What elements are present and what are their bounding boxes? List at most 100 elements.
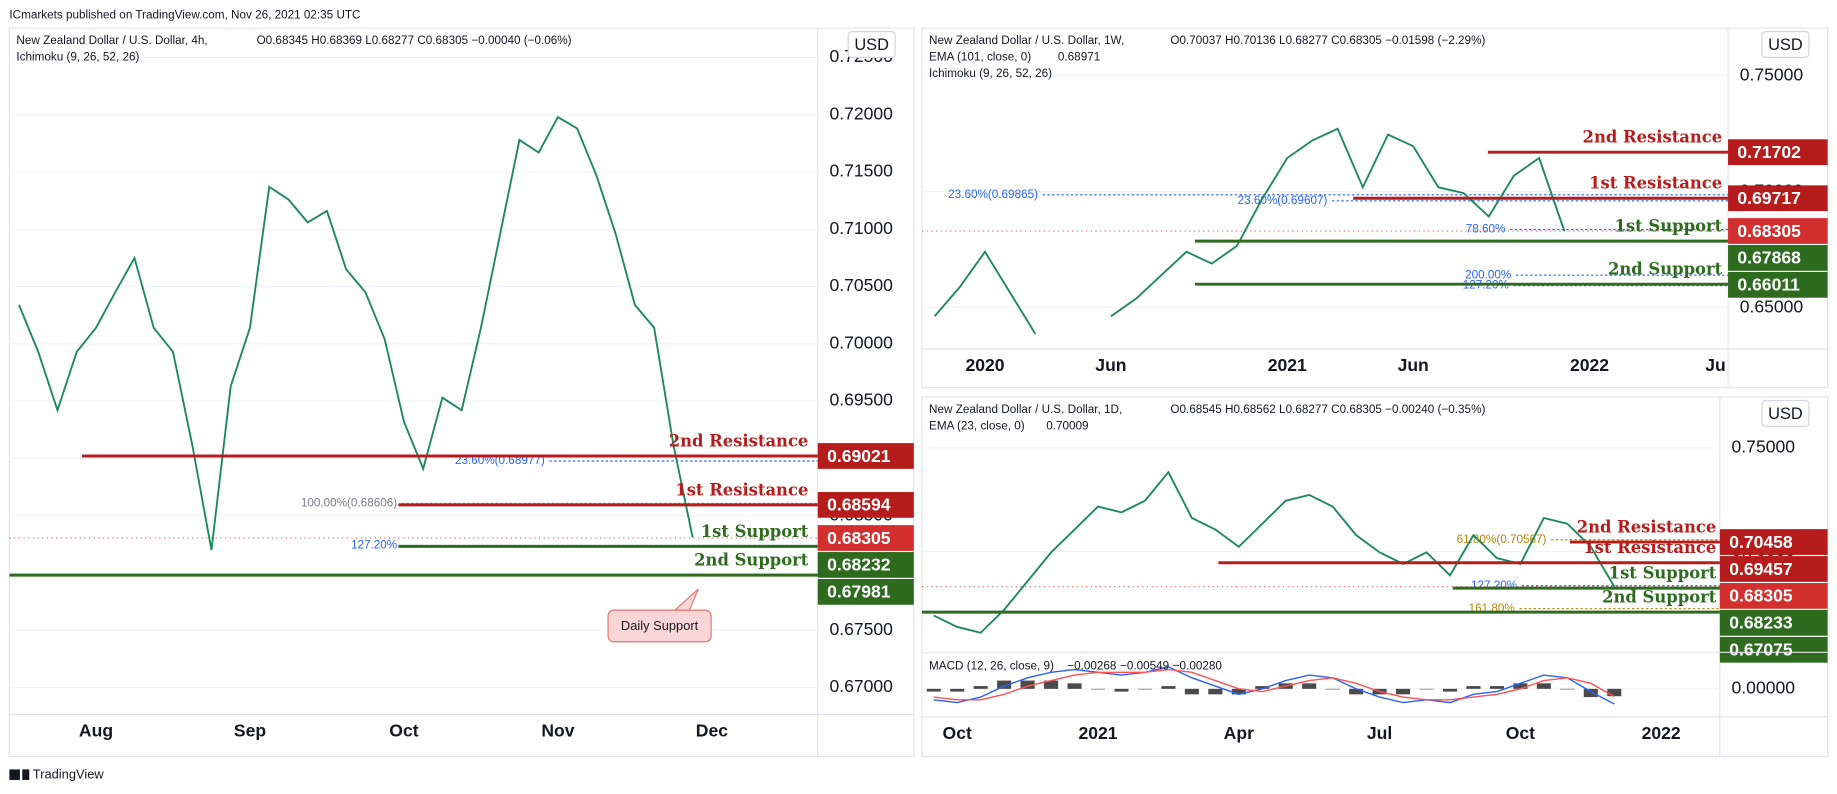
x-tick-label: Jun	[1398, 355, 1429, 375]
x-tick-label: Oct	[943, 723, 972, 743]
legend-indicator: EMA (23, close, 0)	[929, 419, 1025, 432]
x-tick-label: Jul	[1367, 723, 1392, 743]
y-tick-label: 0.00000	[1732, 677, 1796, 697]
price-box	[817, 552, 914, 578]
macd-histogram-bar	[1044, 680, 1059, 689]
y-tick-label: 0.65000	[1740, 296, 1804, 316]
fib-label: 100.00%(0.68606)	[301, 497, 397, 510]
x-tick-label: Sep	[234, 721, 266, 741]
x-tick-label: Nov	[541, 721, 574, 741]
macd-histogram-bar	[1325, 688, 1340, 690]
macd-histogram-bar	[973, 686, 988, 689]
legend-ema-value: 0.68971	[1058, 50, 1100, 63]
price-box-label: 0.68233	[1729, 613, 1793, 633]
price-box	[817, 443, 914, 469]
currency-box	[847, 31, 896, 58]
level-name: 1st Support	[1609, 564, 1717, 583]
macd-histogram-bar	[1607, 688, 1622, 697]
price-box-label: 0.67981	[827, 582, 891, 602]
x-tick-label: 2021	[1268, 355, 1307, 375]
price-box-label: 0.71702	[1737, 142, 1801, 162]
macd-histogram-bar	[1114, 688, 1129, 692]
level-name: 2nd Support	[1602, 588, 1717, 607]
legend-ohlc: O0.68345 H0.68369 L0.68277 C0.68305 −0.0…	[257, 34, 572, 47]
legend-title: New Zealand Dollar / U.S. Dollar, 1W,	[929, 34, 1124, 47]
macd-histogram-bar	[1137, 688, 1152, 690]
price-box	[1719, 529, 1828, 555]
y-tick-label: 0.75000	[1740, 64, 1804, 84]
footer: TradingView	[33, 767, 105, 782]
price-box-label: 0.67075	[1729, 640, 1793, 660]
x-tick-label: 2020	[965, 355, 1004, 375]
price-box-label: 0.67868	[1737, 248, 1801, 268]
macd-histogram-bar	[1536, 683, 1551, 689]
price-box	[1728, 271, 1828, 298]
price-box-label: 0.69021	[827, 446, 891, 466]
macd-histogram-bar	[997, 680, 1012, 689]
price-box	[1719, 636, 1828, 663]
y-tick-label: 0.69500	[829, 390, 893, 410]
price-line	[18, 115, 694, 551]
price-line	[933, 470, 1616, 634]
price-box	[817, 578, 914, 605]
fib-label: 127.20%	[351, 539, 397, 552]
level-name: 1st Resistance	[1589, 174, 1722, 193]
macd-histogram-bar	[1208, 688, 1223, 695]
y-tick-label: 0.71500	[829, 161, 893, 181]
price-box	[817, 492, 914, 518]
macd-histogram-bar	[1513, 683, 1528, 689]
level-name: 2nd Support	[694, 551, 809, 570]
legend-ohlc: O0.68545 H0.68562 L0.68277 C0.68305 −0.0…	[1170, 403, 1485, 416]
fib-label: 61.80%(0.70567)	[1457, 533, 1547, 546]
level-name: 1st Resistance	[1583, 538, 1716, 557]
macd-histogram-bar	[1489, 686, 1504, 689]
macd-histogram-bar	[1255, 686, 1270, 689]
header: ICmarkets published on TradingView.com, …	[9, 8, 360, 21]
price-box	[817, 525, 914, 551]
level-name: 2nd Support	[1608, 260, 1723, 279]
y-tick-label: 0.75000	[1732, 437, 1796, 457]
macd-legend-value: −0.00268	[1067, 659, 1116, 672]
macd-histogram-bar	[1583, 688, 1598, 698]
macd-legend-value: −0.00549	[1120, 659, 1169, 672]
price-line	[933, 127, 1566, 335]
legend-ema-value: 0.70009	[1046, 419, 1088, 432]
legend-indicator: EMA (101, close, 0)	[929, 50, 1031, 63]
panel-border	[8, 27, 915, 758]
legend-title: New Zealand Dollar / U.S. Dollar, 4h,	[16, 34, 207, 47]
macd-title: MACD (12, 26, close, 9)	[929, 659, 1054, 672]
currency-label: USD	[1768, 36, 1803, 54]
y-tick-label: 0.72000	[829, 103, 893, 123]
macd-histogram-bar	[1466, 686, 1481, 689]
x-tick-label: 2022	[1570, 355, 1609, 375]
macd-legend-value: −0.00280	[1173, 659, 1223, 672]
macd-histogram-bar	[926, 688, 941, 692]
fib-label: 23.60%(0.69607)	[1238, 194, 1328, 207]
price-box-label: 0.68305	[827, 528, 891, 548]
panel-border	[921, 396, 1829, 758]
price-box	[1719, 583, 1828, 609]
y-tick-label: 0.71000	[829, 218, 893, 238]
macd-histogram-bar	[1349, 688, 1364, 695]
x-tick-label: 2021	[1078, 723, 1117, 743]
level-name: 1st Support	[1615, 217, 1723, 236]
x-tick-label: Ju	[1705, 355, 1725, 375]
currency-box	[1761, 31, 1810, 58]
panel-border	[921, 27, 1829, 389]
x-tick-label: Apr	[1224, 723, 1254, 743]
macd-histogram-bar	[1419, 688, 1434, 690]
y-tick-label: 0.70500	[829, 275, 893, 295]
y-tick-label: 0.70000	[829, 332, 893, 352]
level-name: 2nd Resistance	[1583, 128, 1723, 147]
price-box-label: 0.68305	[1729, 586, 1793, 606]
level-name: 1st Support	[701, 522, 809, 541]
price-box	[1719, 556, 1828, 582]
callout-box	[607, 609, 712, 643]
macd-histogram-bar	[1396, 688, 1411, 695]
macd-histogram-bar	[1560, 688, 1575, 690]
x-tick-label: 2022	[1642, 723, 1681, 743]
macd-histogram-bar	[1302, 683, 1317, 689]
level-name: 2nd Resistance	[1577, 517, 1717, 536]
price-box-label: 0.70458	[1729, 532, 1793, 552]
